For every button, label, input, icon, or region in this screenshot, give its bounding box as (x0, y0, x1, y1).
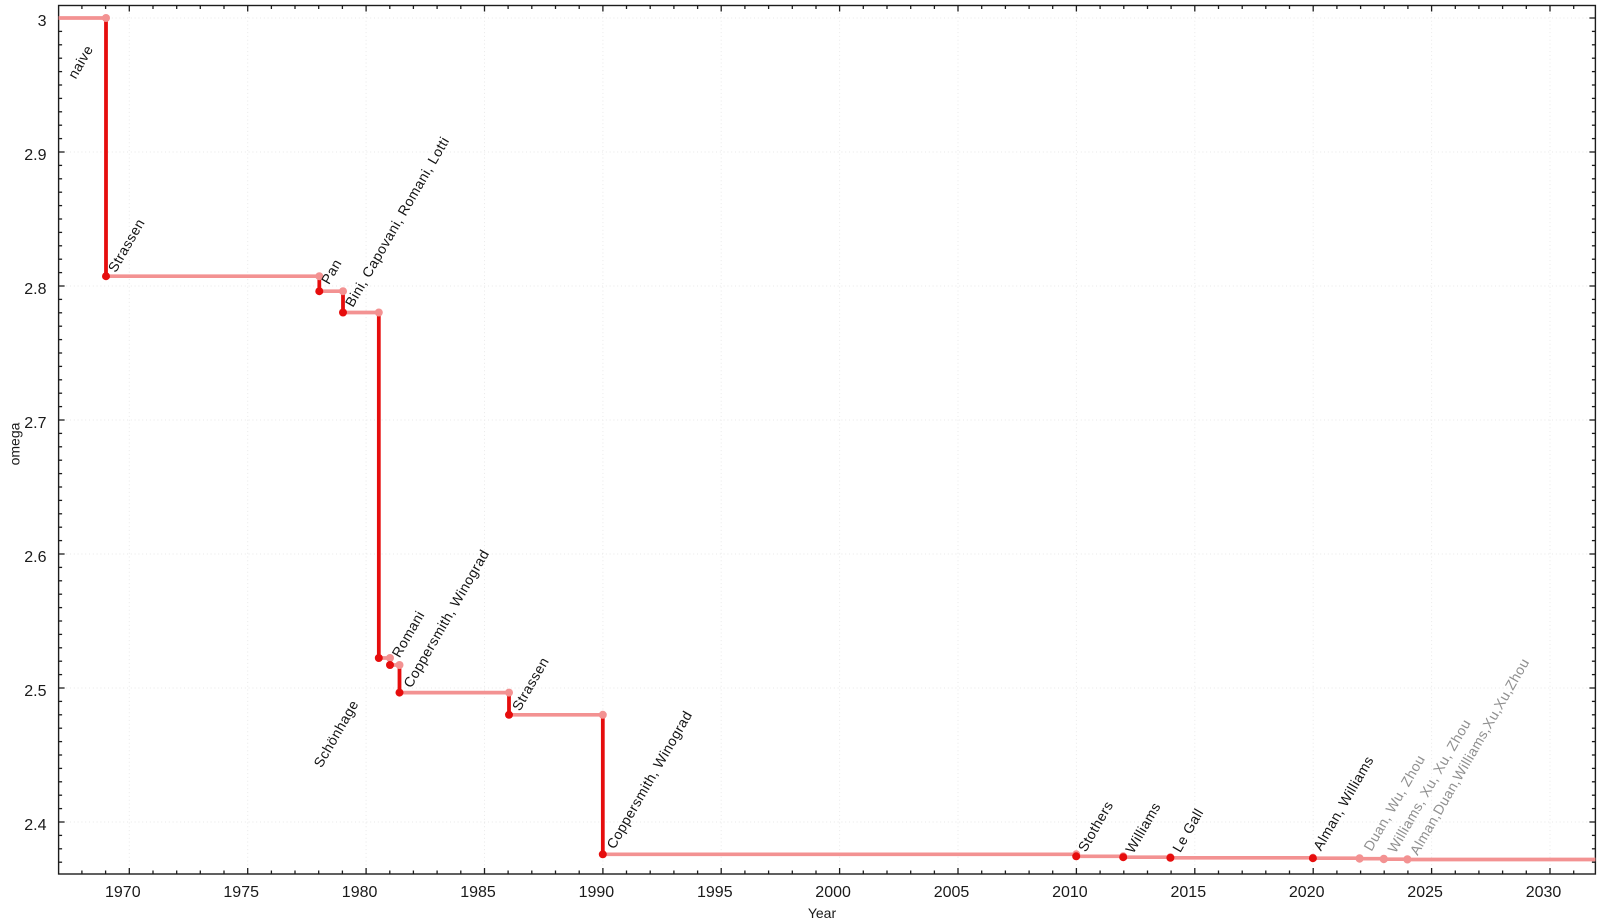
svg-text:2020: 2020 (1289, 884, 1325, 901)
svg-text:Year: Year (808, 905, 837, 920)
svg-text:2015: 2015 (1171, 884, 1207, 901)
svg-text:2.8: 2.8 (24, 281, 46, 298)
svg-text:2010: 2010 (1052, 884, 1088, 901)
svg-text:1980: 1980 (342, 884, 378, 901)
svg-text:3: 3 (38, 13, 47, 30)
svg-text:2.7: 2.7 (24, 415, 46, 432)
svg-text:1990: 1990 (579, 884, 615, 901)
svg-text:2005: 2005 (934, 884, 970, 901)
svg-text:2025: 2025 (1407, 884, 1443, 901)
svg-text:1970: 1970 (105, 884, 141, 901)
svg-text:omega: omega (7, 422, 23, 465)
svg-text:2000: 2000 (815, 884, 851, 901)
svg-text:1975: 1975 (223, 884, 259, 901)
svg-text:2030: 2030 (1526, 884, 1562, 901)
svg-text:2.5: 2.5 (24, 683, 46, 700)
svg-text:1995: 1995 (697, 884, 733, 901)
svg-text:2.9: 2.9 (24, 147, 46, 164)
svg-text:2.4: 2.4 (24, 817, 46, 834)
svg-text:1985: 1985 (460, 884, 496, 901)
svg-text:2.6: 2.6 (24, 549, 46, 566)
